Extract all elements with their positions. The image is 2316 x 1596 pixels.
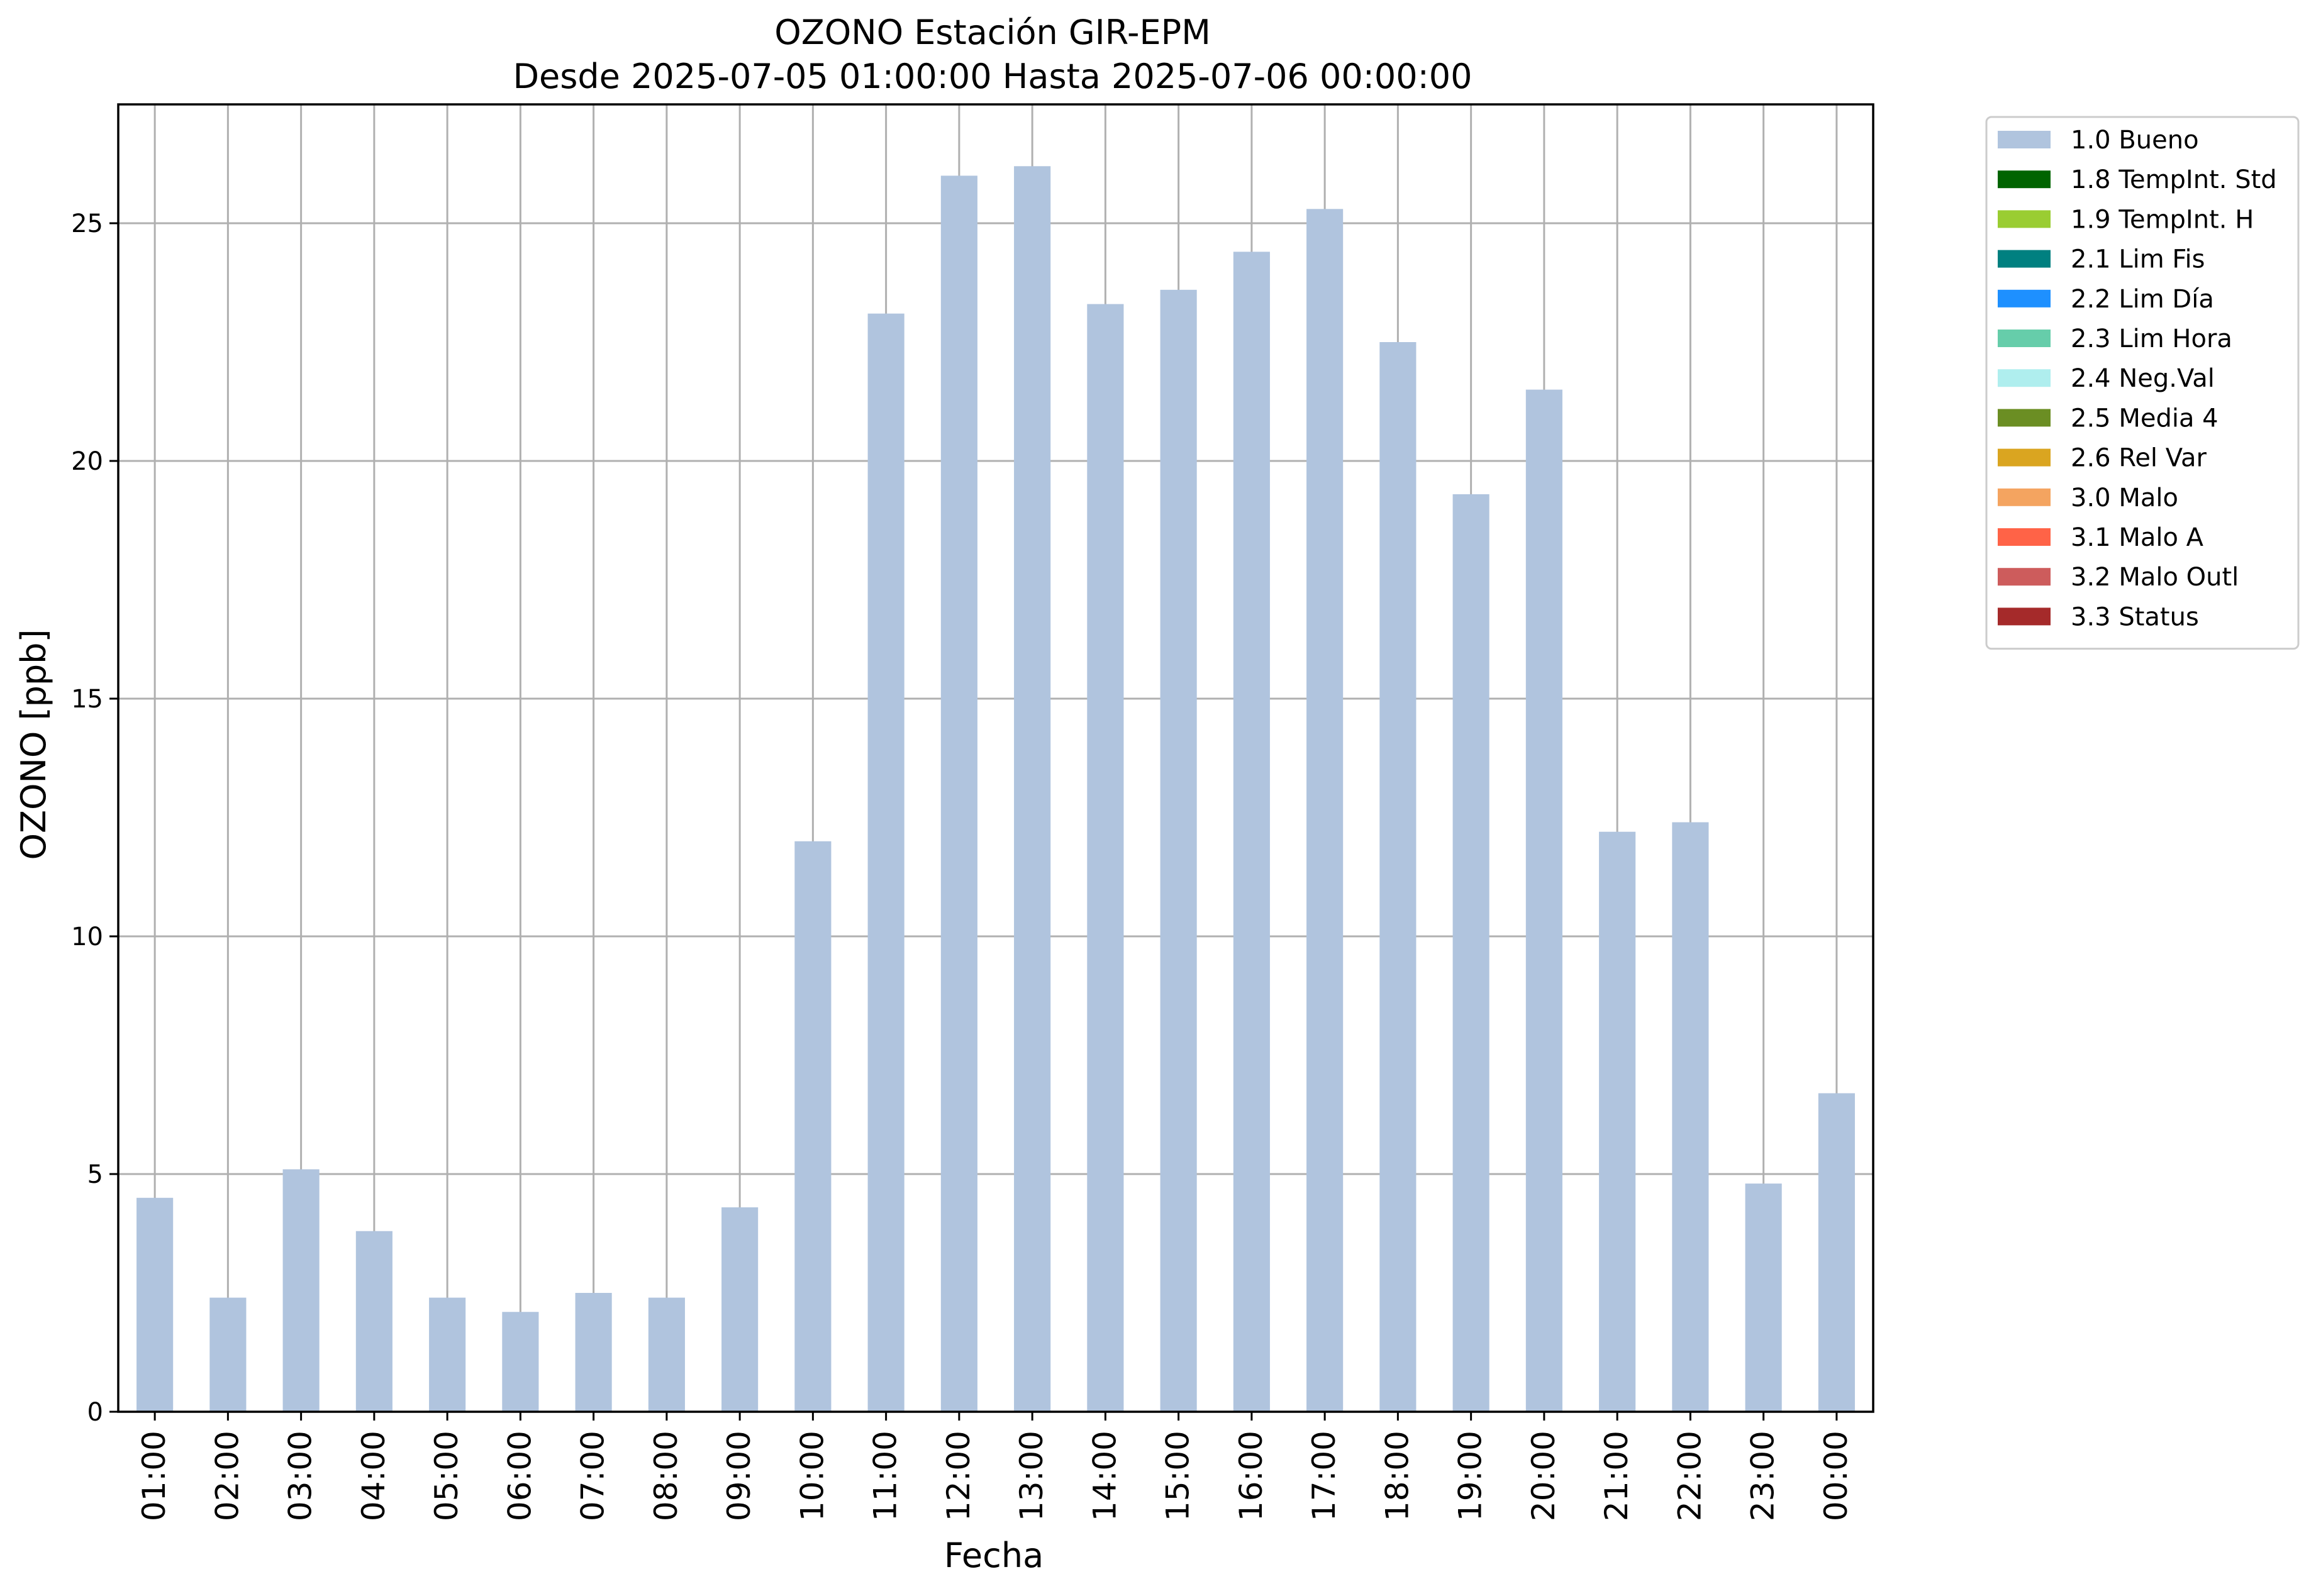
legend-label: 2.2 Lim Día <box>2071 285 2214 314</box>
legend-swatch <box>1998 330 2051 347</box>
legend-swatch <box>1998 488 2051 506</box>
bars <box>136 166 1855 1412</box>
bar <box>1672 822 1709 1412</box>
legend-label: 2.6 Rel Var <box>2071 444 2207 473</box>
bar <box>1306 209 1344 1412</box>
bar <box>502 1312 539 1412</box>
bar <box>940 175 977 1412</box>
x-tick-label: 11:00 <box>867 1431 904 1521</box>
axes <box>117 103 1874 1413</box>
bar <box>721 1207 759 1412</box>
bar <box>209 1297 247 1412</box>
x-tick-label: 10:00 <box>794 1431 830 1521</box>
bar <box>1379 342 1417 1412</box>
bar <box>1087 304 1124 1412</box>
y-tick-label: 10 <box>71 923 103 951</box>
legend-label: 3.1 Malo A <box>2071 523 2204 552</box>
x-tick-label: 16:00 <box>1233 1431 1269 1521</box>
bar <box>1745 1183 1782 1412</box>
y-axis-label: OZONO [ppb] <box>14 629 53 860</box>
bar <box>1599 831 1636 1412</box>
bar <box>1233 252 1270 1412</box>
bar <box>1452 494 1489 1412</box>
legend-label: 2.3 Lim Hora <box>2071 324 2232 353</box>
bar <box>355 1231 392 1412</box>
legend-swatch <box>1998 289 2051 308</box>
legend-box <box>1985 116 2300 650</box>
legend-swatch <box>1998 528 2051 546</box>
legend-swatch <box>1998 210 2051 228</box>
legend-swatch <box>1998 250 2051 268</box>
x-tick-label: 15:00 <box>1160 1431 1196 1521</box>
y-tick-label: 15 <box>71 685 103 714</box>
bar <box>136 1197 174 1412</box>
x-tick-label: 20:00 <box>1525 1431 1562 1521</box>
legend-swatch <box>1998 409 2051 427</box>
bar <box>429 1297 466 1412</box>
x-tick-label: 06:00 <box>501 1431 538 1521</box>
bar <box>575 1293 612 1412</box>
x-axis-ticks: 01:00 02:00 03:00 04:00 05:00 06:00 07:00 08:00… <box>136 1412 1854 1521</box>
legend-label: 1.9 TempInt. H <box>2071 205 2254 234</box>
x-tick-label: 04:00 <box>355 1431 392 1521</box>
legend-label: 3.3 Status <box>2071 602 2199 631</box>
bar <box>867 313 905 1412</box>
x-tick-label: 22:00 <box>1671 1431 1708 1521</box>
bar <box>1014 166 1051 1412</box>
x-tick-label: 19:00 <box>1452 1431 1489 1521</box>
legend-swatch <box>1998 369 2051 387</box>
x-tick-label: 23:00 <box>1745 1431 1781 1521</box>
bar <box>648 1297 685 1412</box>
plot-frame <box>117 103 1874 1413</box>
x-tick-label: 03:00 <box>282 1431 319 1521</box>
y-tick-label: 5 <box>87 1160 103 1189</box>
legend-swatch <box>1998 131 2051 148</box>
x-tick-label: 02:00 <box>209 1431 245 1521</box>
bar <box>1525 389 1562 1412</box>
chart-title: OZONO Estación GIR-EPM <box>774 13 1211 52</box>
y-axis-ticks: 0 5 10 15 20 25 <box>71 209 118 1427</box>
legend-label: 2.5 Media 4 <box>2071 404 2219 433</box>
legend-label: 2.1 Lim Fis <box>2071 245 2205 274</box>
x-tick-label: 01:00 <box>136 1431 172 1521</box>
legend-label: 1.0 Bueno <box>2071 126 2199 155</box>
legend-swatch <box>1998 170 2051 189</box>
y-tick-label: 25 <box>71 209 103 238</box>
x-tick-label: 13:00 <box>1013 1431 1050 1521</box>
x-tick-label: 17:00 <box>1306 1431 1342 1521</box>
x-tick-label: 08:00 <box>648 1431 684 1521</box>
x-tick-label: 00:00 <box>1818 1431 1854 1521</box>
legend-swatch <box>1998 568 2051 586</box>
y-tick-label: 0 <box>87 1398 103 1427</box>
legend-swatch <box>1998 607 2051 626</box>
x-tick-label: 21:00 <box>1598 1431 1635 1521</box>
x-tick-label: 14:00 <box>1086 1431 1123 1521</box>
y-tick-label: 20 <box>71 447 103 476</box>
x-tick-label: 18:00 <box>1379 1431 1415 1521</box>
legend-label: 1.8 TempInt. Std <box>2071 165 2277 194</box>
x-tick-label: 12:00 <box>940 1431 977 1521</box>
legend-label: 3.0 Malo <box>2071 484 2178 513</box>
bar <box>1160 289 1197 1412</box>
legend-swatch <box>1998 448 2051 467</box>
x-tick-label: 09:00 <box>721 1431 757 1521</box>
x-axis-label: Fecha <box>944 1536 1044 1575</box>
legend: 1.0 Bueno 1.8 TempInt. Std 1.9 TempInt. H 2… <box>1985 116 2300 650</box>
chart-subtitle: Desde 2025-07-05 01:00:00 Hasta 2025-07-… <box>513 57 1472 96</box>
x-tick-label: 05:00 <box>428 1431 465 1521</box>
legend-label: 3.2 Malo Outl <box>2071 563 2239 592</box>
bar <box>794 841 832 1412</box>
legend-label: 2.4 Neg.Val <box>2071 364 2215 393</box>
x-tick-label: 07:00 <box>575 1431 611 1521</box>
bar <box>282 1169 320 1412</box>
bar <box>1818 1093 1855 1412</box>
